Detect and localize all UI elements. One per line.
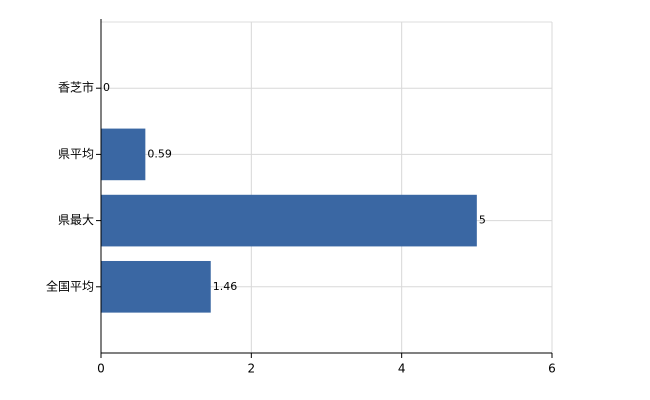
y-tick-label: 県平均	[58, 147, 94, 161]
value-label: 0	[103, 81, 110, 94]
x-tick-label: 4	[398, 362, 406, 376]
bar	[101, 194, 477, 247]
value-label: 5	[479, 214, 486, 227]
x-tick-label: 6	[548, 362, 556, 376]
y-tick-label: 香芝市	[58, 80, 94, 95]
bar	[101, 260, 211, 313]
y-tick-label: 県最大	[58, 213, 94, 227]
x-tick-label: 2	[248, 362, 256, 376]
bar	[101, 128, 146, 181]
value-label: 0.59	[147, 147, 172, 160]
y-tick-label: 全国平均	[46, 278, 94, 293]
x-tick-label: 0	[97, 362, 105, 376]
value-label: 1.46	[213, 280, 238, 293]
